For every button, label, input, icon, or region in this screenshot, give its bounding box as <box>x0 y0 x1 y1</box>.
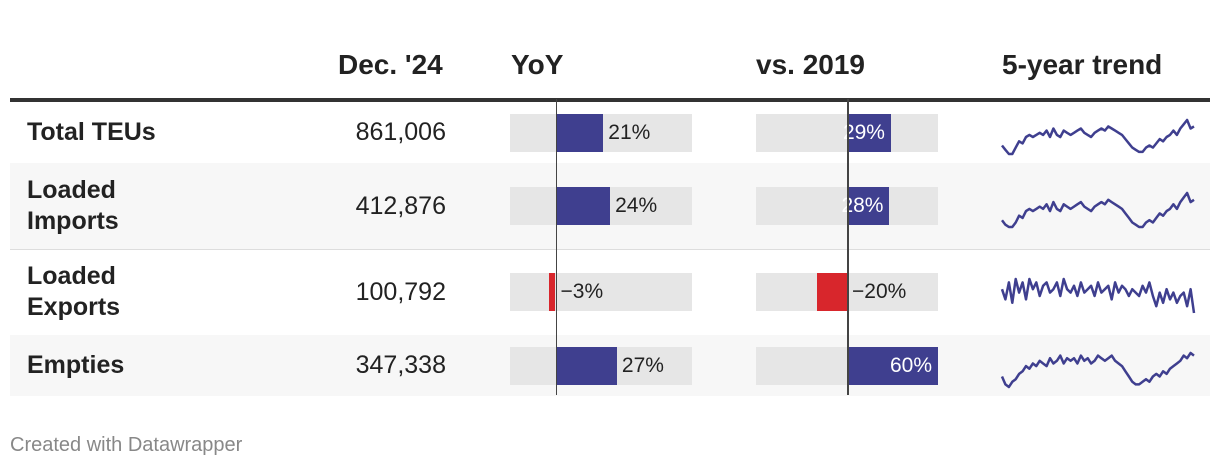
row-1-vs2019-data-label: 29% <box>842 120 885 144</box>
column-header-yoy: YoY <box>511 49 564 80</box>
row-2-trend-line <box>1001 191 1195 229</box>
row-1-yoy-data-label: 21% <box>608 120 651 144</box>
row-2-yoy-bar <box>555 187 611 225</box>
row-3-yoy-bar <box>548 273 556 311</box>
row-2-value: 412,876 <box>355 191 446 220</box>
row-1-vs2019-bar <box>847 113 891 152</box>
row-4-yoy-bar <box>555 346 617 385</box>
table-row: Empties 347,338 27% 60% <box>10 335 1210 396</box>
column-header-current: Dec. '24 <box>338 49 443 80</box>
yoy-zero-line <box>555 99 557 395</box>
row-1-yoy-bar <box>555 113 604 152</box>
row-2-yoy-data-label: 24% <box>615 194 658 217</box>
row-3-yoy-bar-background <box>510 273 692 311</box>
column-header-vs2019: vs. 2019 <box>756 49 865 80</box>
vs2019-zero-line <box>847 99 849 395</box>
row-4-yoy-data-label: 27% <box>621 353 664 377</box>
row-4-label: Empties <box>27 351 125 379</box>
row-4-trend-line <box>1000 351 1195 388</box>
row-4-trend-sparkline <box>1000 351 1195 388</box>
row-4-value: 347,338 <box>355 351 446 379</box>
footer-credit: Created with Datawrapper <box>10 434 243 456</box>
row-1-trend-line <box>1001 118 1195 155</box>
header-rule <box>10 98 1210 102</box>
row-2-vs2019-bar <box>847 187 890 225</box>
table-header: Dec. '24 YoY vs. 2019 5-year trend <box>10 40 1210 98</box>
column-header-trend: 5-year trend <box>1002 49 1163 80</box>
row-3-trend-sparkline <box>1000 277 1196 314</box>
row-3-value: 100,792 <box>355 277 446 306</box>
row-3-label: Loaded Exports <box>27 262 121 321</box>
row-1-value: 861,006 <box>355 118 446 146</box>
row-3-vs2019-bar <box>816 273 847 311</box>
row-2-trend-sparkline <box>1001 191 1195 229</box>
row-4-vs2019-data-label: 60% <box>889 353 932 377</box>
table-row: Total TEUs 861,006 21% 29% <box>10 102 1210 164</box>
table-row: Loaded Imports 412,876 24% 28% <box>10 163 1210 250</box>
row-4-vs2019-bar <box>847 346 938 385</box>
table-row: Loaded Exports 100,792 −3% −20% <box>10 249 1210 336</box>
row-1-label: Total TEUs <box>27 118 156 146</box>
row-3-trend-line <box>1000 277 1196 314</box>
row-2-label: Loaded Imports <box>27 176 119 235</box>
row-2-vs2019-data-label: 28% <box>841 194 884 217</box>
row-3-vs2019-data-label: −20% <box>852 280 907 303</box>
row-1-trend-sparkline <box>1001 118 1195 155</box>
row-3-yoy-data-label: −3% <box>560 280 604 303</box>
